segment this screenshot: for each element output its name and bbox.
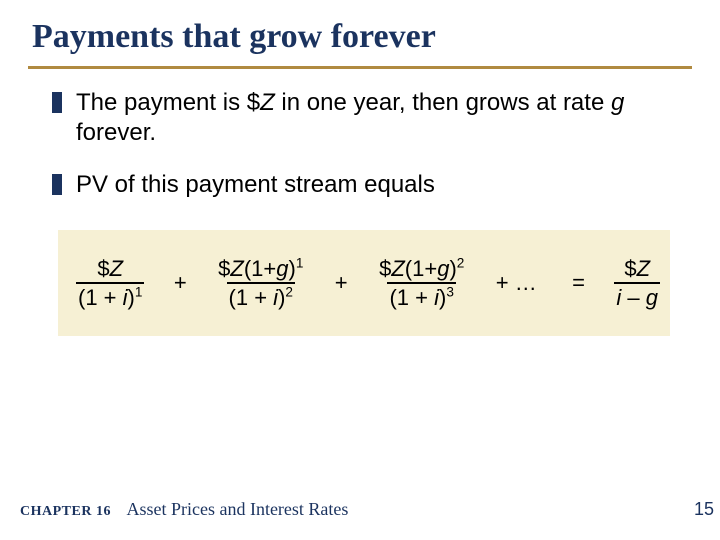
formula-term: $Z (1 + i)1	[76, 257, 144, 308]
title-underline	[28, 66, 692, 69]
bullet-text: PV of this payment stream equals	[76, 170, 672, 200]
slide-title: Payments that grow forever	[32, 18, 436, 56]
formula-term: $Z(1+g)1 (1 + i)2	[216, 257, 305, 308]
bullet-item: PV of this payment stream equals	[52, 170, 672, 200]
slide: Payments that grow forever The payment i…	[0, 0, 720, 540]
footer: CHAPTER 16 Asset Prices and Interest Rat…	[20, 499, 348, 520]
plus-op: +	[168, 270, 193, 296]
bullet-text: The payment is $Z in one year, then grow…	[76, 88, 672, 148]
formula: $Z (1 + i)1 + $Z(1+g)1 (1 + i)2 + $Z(1+g…	[58, 230, 670, 336]
bullet-marker-icon	[52, 92, 62, 113]
page-number: 15	[694, 499, 714, 520]
ellipsis: + …	[490, 270, 543, 296]
formula-rhs: $Z i – g	[614, 257, 660, 308]
bullet-item: The payment is $Z in one year, then grow…	[52, 88, 672, 148]
bullet-list: The payment is $Z in one year, then grow…	[52, 88, 672, 222]
formula-term: $Z(1+g)2 (1 + i)3	[377, 257, 466, 308]
plus-op: +	[329, 270, 354, 296]
bullet-marker-icon	[52, 174, 62, 195]
equals-op: =	[566, 270, 591, 296]
chapter-label: CHAPTER 16	[20, 504, 111, 519]
chapter-title: Asset Prices and Interest Rates	[126, 499, 348, 519]
formula-box: $Z (1 + i)1 + $Z(1+g)1 (1 + i)2 + $Z(1+g…	[58, 230, 670, 336]
